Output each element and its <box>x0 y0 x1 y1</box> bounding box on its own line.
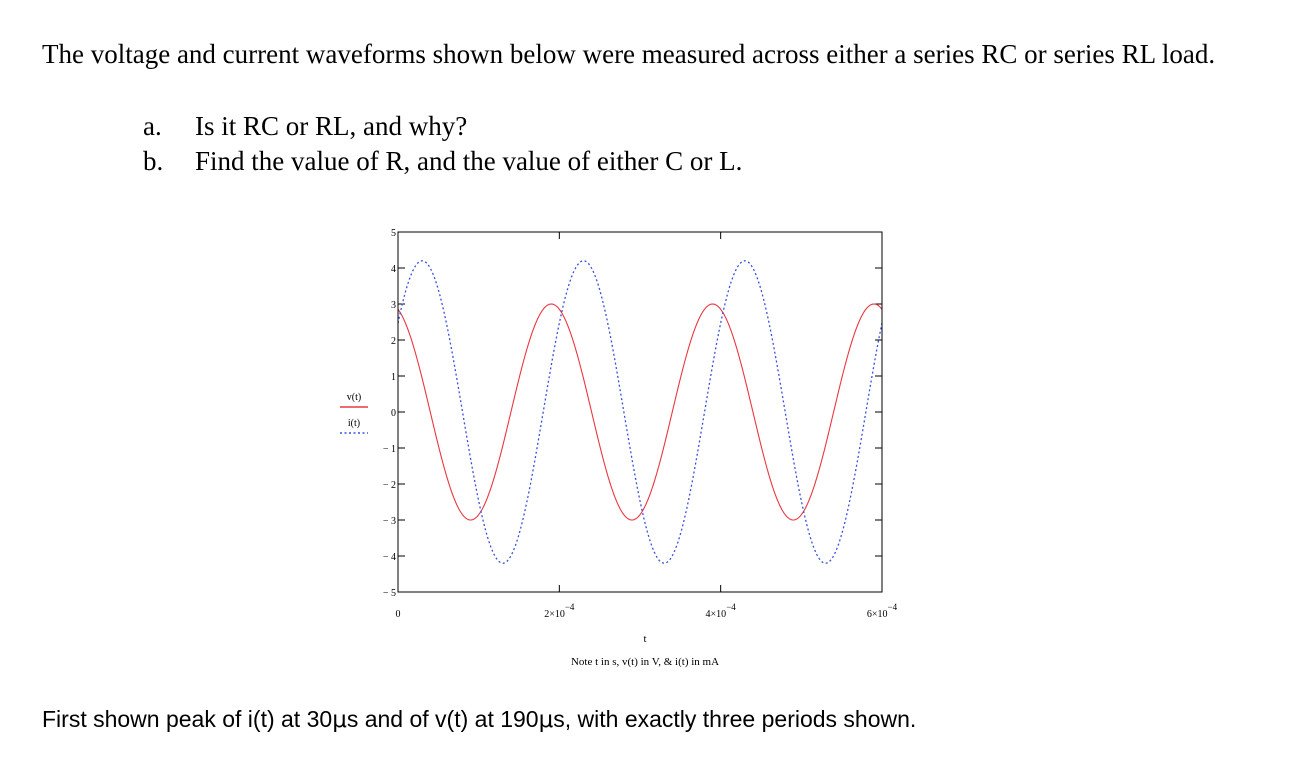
y-tick-label: 4 <box>391 264 396 275</box>
peak-note-part-2: s and of v(t) at 190 <box>346 706 539 732</box>
x-tick-label-base: 0 <box>396 609 401 620</box>
y-tick-label: 5 <box>391 228 396 239</box>
legend-label: i(t) <box>348 418 360 429</box>
y-tick-label: − 3 <box>383 516 396 527</box>
y-tick-label: − 1 <box>383 444 396 455</box>
x-tick-label: 2×10−4 <box>544 602 575 620</box>
x-tick-label: 0 <box>396 609 401 620</box>
series-lines <box>397 260 883 564</box>
y-tick-label: − 5 <box>383 588 396 599</box>
x-tick-label-base: 6×10 <box>867 609 888 620</box>
legend-label: v(t) <box>347 392 361 403</box>
x-tick-label-exponent: −4 <box>726 602 736 612</box>
peak-note-part-3: s, with exactly three periods shown. <box>553 706 917 732</box>
x-tick-label-base: 4×10 <box>706 609 727 620</box>
x-tick-label: 6×10−4 <box>867 602 898 620</box>
peak-note-mu-2: μ <box>538 707 554 733</box>
x-tick-label-exponent: −4 <box>565 602 575 612</box>
question-item-a-text: Is it RC or RL, and why? <box>195 111 468 141</box>
chart-caption: Note t in s, v(t) in V, & i(t) in mA <box>571 656 719 668</box>
series-line-v <box>397 303 883 521</box>
question-item-b-label: b. <box>143 146 164 176</box>
x-axis-label: t <box>643 633 646 645</box>
y-axis-ticks: 5 4 3 2 1 0 − 1 − 2 − 3 − 4 − 5 <box>383 228 882 599</box>
y-tick-label: 2 <box>391 336 396 347</box>
y-tick-label: 1 <box>391 372 396 383</box>
x-tick-label: 4×10−4 <box>706 602 737 620</box>
question-item-b: b. Find the value of R, and the value of … <box>143 145 742 177</box>
question-item-a: a. Is it RC or RL, and why? <box>143 110 467 142</box>
question-item-a-label: a. <box>143 111 162 141</box>
plot-frame <box>397 231 883 593</box>
y-tick-label: 3 <box>391 300 396 311</box>
series-line-i <box>397 260 883 564</box>
peak-note-mu-1: μ <box>332 707 347 733</box>
question-intro: The voltage and current waveforms shown … <box>42 39 1216 69</box>
y-tick-label: − 2 <box>383 480 396 491</box>
question-item-b-text: Find the value of R, and the value of ei… <box>195 146 743 176</box>
peak-note: First shown peak of i(t) at 30μs and of … <box>42 706 916 733</box>
x-tick-label-base: 2×10 <box>544 609 565 620</box>
y-tick-label: − 4 <box>383 552 396 563</box>
legend: v(t) i(t) <box>340 392 368 434</box>
y-tick-label: 0 <box>391 408 396 419</box>
x-tick-label-exponent: −4 <box>888 602 898 612</box>
peak-note-part-1: First shown peak of i(t) at 30 <box>42 706 333 732</box>
